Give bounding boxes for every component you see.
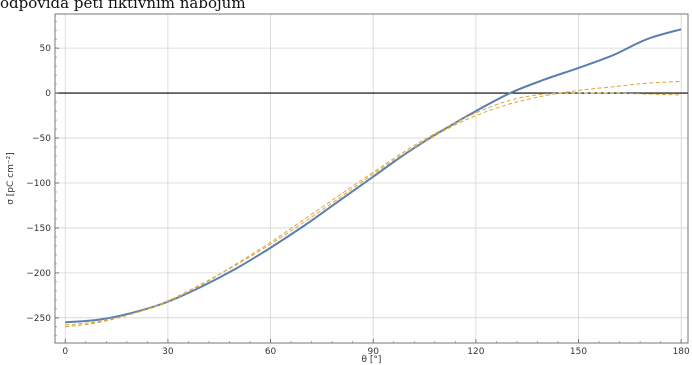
series-line-dashed-1 xyxy=(65,92,682,326)
y-tick-label: −100 xyxy=(26,179,51,189)
x-tick-label: 30 xyxy=(162,347,174,357)
y-tick-label: −150 xyxy=(26,224,51,234)
y-tick-label: 0 xyxy=(45,89,51,99)
x-tick-label: 150 xyxy=(570,347,587,357)
x-tick-label: 90 xyxy=(367,347,379,357)
ticks: 0 30 60 90 120 150 180 −250 −200 −150 −100 −50 0 50 xyxy=(26,20,690,357)
plot-frame xyxy=(54,13,689,344)
y-tick-label: −200 xyxy=(26,269,51,279)
x-tick-label: 120 xyxy=(467,347,484,357)
x-tick-label: 180 xyxy=(673,347,690,357)
chart-title: odpovídá pěti fiktivním nábojům xyxy=(0,0,246,12)
y-tick-label: −250 xyxy=(26,314,51,324)
x-tick-label: 60 xyxy=(265,347,277,357)
x-tick-label: 0 xyxy=(62,347,68,357)
series xyxy=(65,28,682,328)
series-line-dashed-2 xyxy=(65,80,682,328)
x-axis-label: θ [°] xyxy=(362,355,382,365)
y-tick-label: 50 xyxy=(40,44,52,54)
y-axis-label: σ [pC cm⁻²] xyxy=(6,152,16,205)
y-tick-label: −50 xyxy=(32,134,51,144)
